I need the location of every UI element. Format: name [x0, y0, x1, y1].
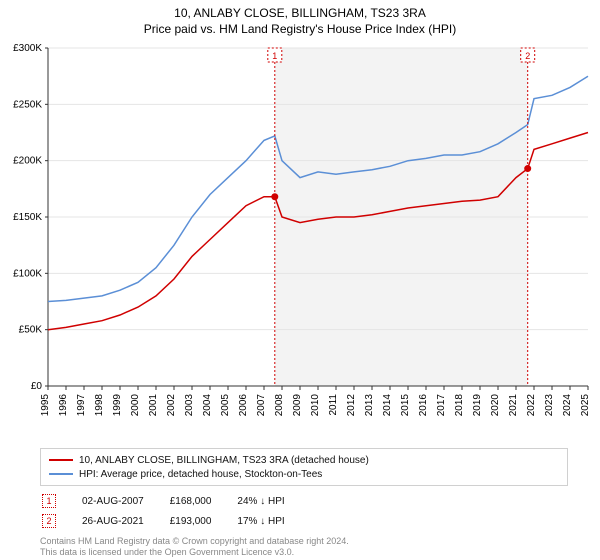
- svg-text:2017: 2017: [436, 394, 447, 417]
- sale-price-1: £168,000: [170, 492, 236, 510]
- svg-text:£50K: £50K: [19, 325, 43, 336]
- chart-container: £0 £50K £100K £150K £200K £250K £300K 1995 1996 1…: [0, 36, 600, 446]
- license-line1: Contains HM Land Registry data © Crown c…: [40, 536, 568, 547]
- svg-text:£0: £0: [31, 381, 43, 392]
- svg-text:2019: 2019: [472, 394, 483, 417]
- table-row: 2 26-AUG-2021 £193,000 17% ↓ HPI: [42, 512, 309, 530]
- svg-text:£150K: £150K: [13, 212, 42, 223]
- svg-text:2007: 2007: [256, 394, 267, 417]
- price-chart: £0 £50K £100K £150K £200K £250K £300K 1995 1996 1…: [0, 36, 600, 446]
- svg-text:£250K: £250K: [13, 99, 42, 110]
- legend: 10, ANLABY CLOSE, BILLINGHAM, TS23 3RA (…: [40, 448, 568, 486]
- svg-text:1998: 1998: [94, 394, 105, 417]
- legend-swatch-hpi: [49, 473, 73, 475]
- svg-text:2024: 2024: [562, 394, 573, 417]
- svg-text:2009: 2009: [292, 394, 303, 417]
- svg-text:2005: 2005: [220, 394, 231, 417]
- svg-text:2008: 2008: [274, 394, 285, 417]
- svg-text:2003: 2003: [184, 394, 195, 417]
- svg-text:1997: 1997: [76, 394, 87, 417]
- sale-date-1: 02-AUG-2007: [82, 492, 168, 510]
- chart-title-line1: 10, ANLABY CLOSE, BILLINGHAM, TS23 3RA: [0, 6, 600, 20]
- svg-text:2001: 2001: [148, 394, 159, 417]
- svg-text:2023: 2023: [544, 394, 555, 417]
- legend-label-subject: 10, ANLABY CLOSE, BILLINGHAM, TS23 3RA (…: [79, 455, 369, 466]
- sale-price-2: £193,000: [170, 512, 236, 530]
- svg-text:2002: 2002: [166, 394, 177, 417]
- svg-text:2018: 2018: [454, 394, 465, 417]
- sale-marker-2: 2: [42, 514, 56, 528]
- svg-text:2025: 2025: [580, 394, 591, 417]
- legend-swatch-subject: [49, 459, 73, 461]
- svg-text:2014: 2014: [382, 394, 393, 417]
- svg-text:2004: 2004: [202, 394, 213, 417]
- legend-label-hpi: HPI: Average price, detached house, Stoc…: [79, 469, 322, 480]
- svg-text:1995: 1995: [40, 394, 51, 417]
- legend-item-subject: 10, ANLABY CLOSE, BILLINGHAM, TS23 3RA (…: [49, 453, 559, 467]
- svg-text:2013: 2013: [364, 394, 375, 417]
- svg-text:2011: 2011: [328, 394, 339, 416]
- svg-text:2021: 2021: [508, 394, 519, 417]
- license-text: Contains HM Land Registry data © Crown c…: [40, 536, 568, 559]
- svg-text:2: 2: [525, 51, 530, 61]
- svg-text:1996: 1996: [58, 394, 69, 417]
- sale-delta-1: 24% ↓ HPI: [237, 492, 308, 510]
- sales-table: 1 02-AUG-2007 £168,000 24% ↓ HPI 2 26-AU…: [40, 490, 311, 532]
- svg-text:2010: 2010: [310, 394, 321, 417]
- svg-text:2015: 2015: [400, 394, 411, 417]
- svg-text:2000: 2000: [130, 394, 141, 417]
- chart-title-block: 10, ANLABY CLOSE, BILLINGHAM, TS23 3RA P…: [0, 0, 600, 36]
- svg-text:2016: 2016: [418, 394, 429, 417]
- sale-marker-1: 1: [42, 494, 56, 508]
- svg-text:2020: 2020: [490, 394, 501, 417]
- license-line2: This data is licensed under the Open Gov…: [40, 547, 568, 558]
- sale-date-2: 26-AUG-2021: [82, 512, 168, 530]
- chart-title-line2: Price paid vs. HM Land Registry's House …: [0, 22, 600, 36]
- svg-text:£100K: £100K: [13, 268, 42, 279]
- legend-item-hpi: HPI: Average price, detached house, Stoc…: [49, 467, 559, 481]
- svg-text:1999: 1999: [112, 394, 123, 417]
- svg-text:£200K: £200K: [13, 156, 42, 167]
- svg-text:1: 1: [272, 51, 277, 61]
- svg-text:2012: 2012: [346, 394, 357, 417]
- svg-text:2006: 2006: [238, 394, 249, 417]
- svg-text:£300K: £300K: [13, 43, 42, 54]
- svg-text:2022: 2022: [526, 394, 537, 417]
- sale-delta-2: 17% ↓ HPI: [237, 512, 308, 530]
- table-row: 1 02-AUG-2007 £168,000 24% ↓ HPI: [42, 492, 309, 510]
